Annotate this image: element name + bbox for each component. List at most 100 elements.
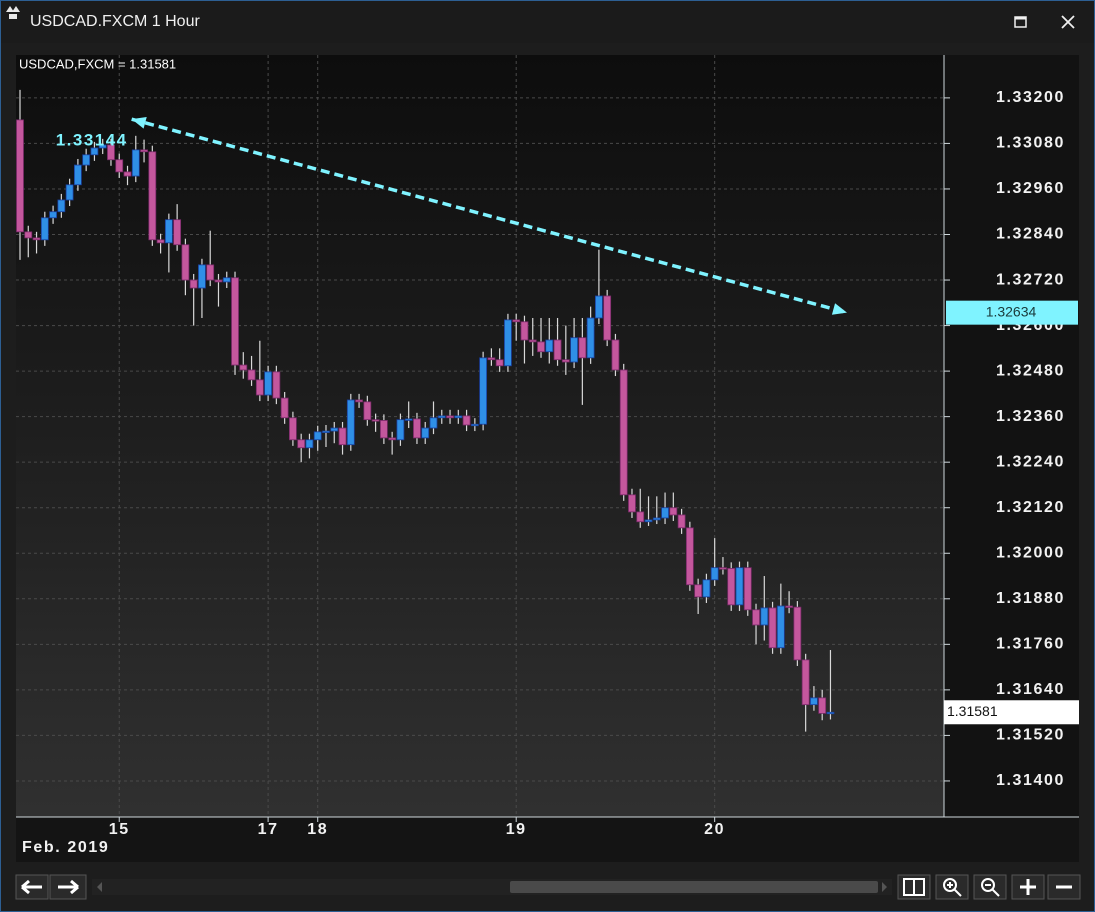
candle-body bbox=[330, 427, 339, 432]
candle-body bbox=[82, 154, 91, 166]
candle-body bbox=[264, 371, 273, 396]
candle-body bbox=[685, 527, 694, 586]
candle-body bbox=[255, 379, 264, 396]
app-icon bbox=[6, 6, 20, 19]
trendline-price-badge bbox=[946, 300, 1078, 325]
candle-body bbox=[98, 144, 107, 149]
candle-body bbox=[570, 337, 578, 363]
candle-body bbox=[156, 239, 165, 244]
candle-body bbox=[702, 579, 711, 598]
y-tick-label: 1.32480 bbox=[996, 362, 1065, 379]
candle-body bbox=[545, 339, 554, 353]
candle-body bbox=[537, 341, 545, 353]
candle-body bbox=[396, 419, 405, 441]
candle-body bbox=[429, 417, 438, 429]
candle-body bbox=[338, 427, 347, 446]
columns-button[interactable] bbox=[897, 874, 931, 900]
candle-body bbox=[40, 217, 49, 241]
zoom-in-button[interactable] bbox=[935, 874, 969, 900]
y-tick-label: 1.32120 bbox=[996, 499, 1065, 516]
chart-header: USDCAD,FXCM = 1.31581 bbox=[19, 56, 176, 71]
x-tick-label: 15 bbox=[109, 821, 130, 838]
candle-body bbox=[404, 418, 413, 421]
candle-body bbox=[379, 420, 388, 439]
candle-body bbox=[785, 605, 794, 608]
candle-body bbox=[131, 149, 140, 177]
y-tick-label: 1.32960 bbox=[996, 180, 1065, 197]
trendline-end-arrow bbox=[831, 303, 847, 315]
candle-body bbox=[595, 295, 603, 319]
candle-body bbox=[512, 319, 521, 323]
y-tick-label: 1.31520 bbox=[996, 727, 1065, 744]
y-tick-label: 1.32360 bbox=[996, 408, 1065, 425]
add-button[interactable] bbox=[1011, 874, 1045, 900]
x-tick-label: 20 bbox=[704, 821, 725, 838]
candle-body bbox=[305, 439, 314, 449]
candle-body bbox=[694, 584, 703, 598]
candle-body bbox=[90, 147, 99, 156]
candle-body bbox=[578, 337, 587, 359]
candle-body bbox=[768, 607, 777, 649]
candle-body bbox=[669, 507, 678, 516]
x-tick-label: 17 bbox=[258, 821, 279, 838]
remove-button[interactable] bbox=[1047, 874, 1081, 900]
candle-body bbox=[776, 605, 785, 649]
scroll-right-button[interactable] bbox=[49, 874, 87, 900]
candle-body bbox=[421, 427, 430, 439]
y-tick-label: 1.31760 bbox=[996, 636, 1065, 653]
maximize-button[interactable] bbox=[1010, 12, 1030, 32]
candle-body bbox=[677, 514, 686, 529]
y-tick-label: 1.33200 bbox=[996, 89, 1065, 106]
candle-body bbox=[520, 321, 529, 341]
candle-body bbox=[346, 399, 355, 446]
trendline-start-label: 1.33144 bbox=[56, 131, 128, 150]
candle-body bbox=[107, 144, 115, 161]
candle-body bbox=[189, 279, 198, 289]
zoom-out-button[interactable] bbox=[973, 874, 1007, 900]
candle-body bbox=[73, 164, 82, 186]
candle-body bbox=[504, 319, 512, 367]
candle-body bbox=[123, 171, 132, 177]
candle-body bbox=[181, 244, 190, 281]
x-tick-label: 19 bbox=[506, 821, 527, 838]
y-tick-label: 1.31400 bbox=[996, 772, 1065, 789]
last-price-badge bbox=[944, 700, 1079, 725]
candle-body bbox=[586, 317, 595, 359]
trendline-price-label: 1.32634 bbox=[986, 303, 1037, 319]
x-axis-label: Feb. 2019 bbox=[22, 839, 109, 856]
candle-body bbox=[371, 419, 380, 422]
candle-body bbox=[198, 264, 206, 289]
candle-body bbox=[719, 567, 727, 570]
title-bar bbox=[1, 1, 1094, 43]
candle-body bbox=[280, 397, 289, 419]
candle-body bbox=[222, 277, 231, 283]
candle-body bbox=[355, 399, 363, 403]
y-tick-label: 1.33080 bbox=[996, 135, 1065, 152]
candle-body bbox=[727, 568, 736, 606]
y-tick-label: 1.32000 bbox=[996, 544, 1065, 561]
candle-body bbox=[65, 184, 74, 201]
candle-body bbox=[437, 415, 446, 419]
y-tick-label: 1.31640 bbox=[996, 681, 1065, 698]
candle-body bbox=[652, 517, 661, 521]
scroll-left-button[interactable] bbox=[15, 874, 49, 900]
candle-body bbox=[115, 159, 124, 173]
candle-body bbox=[231, 277, 239, 366]
last-price-label: 1.31581 bbox=[947, 703, 998, 719]
candle-body bbox=[479, 357, 488, 425]
candle-body bbox=[454, 415, 463, 419]
candle-body bbox=[561, 359, 570, 363]
candle-body bbox=[148, 151, 157, 241]
candle-body bbox=[735, 567, 744, 606]
candle-body bbox=[644, 519, 653, 523]
close-button[interactable] bbox=[1056, 10, 1080, 34]
candle-body bbox=[322, 430, 330, 433]
trendline bbox=[131, 117, 848, 315]
candle-body bbox=[173, 219, 182, 246]
candle-body bbox=[388, 437, 397, 441]
price-axis-panel bbox=[944, 55, 1079, 817]
trendline-start-arrow bbox=[131, 116, 147, 129]
candle-body bbox=[661, 507, 669, 519]
scrollbar[interactable] bbox=[92, 879, 892, 895]
candle-body bbox=[297, 439, 306, 449]
